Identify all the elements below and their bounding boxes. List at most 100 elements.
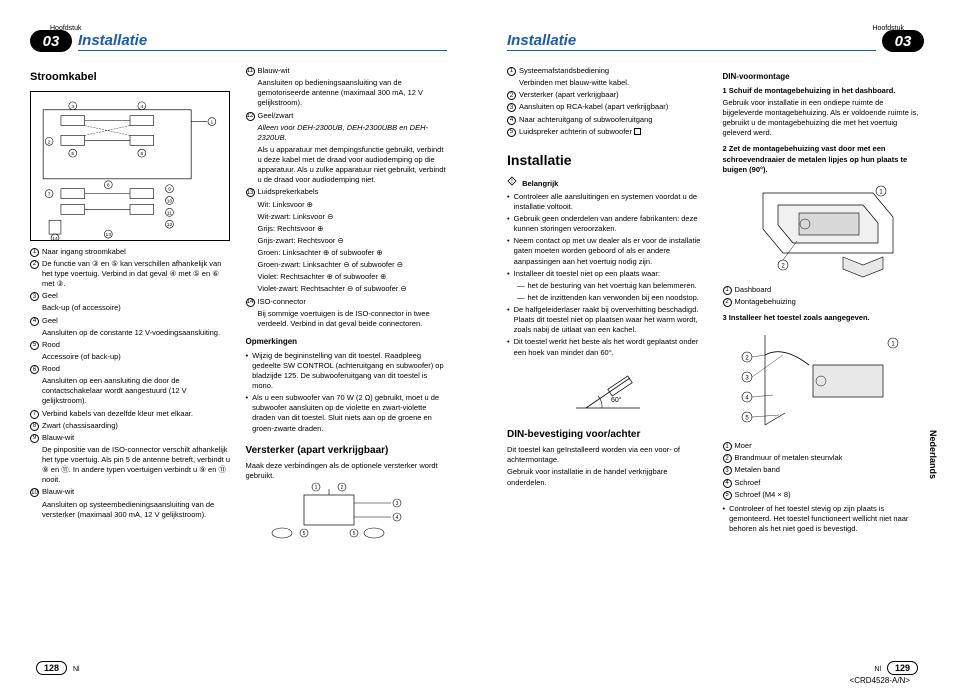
bullet-item: Als u een subwoofer van 70 W (2 Ω) gebru… xyxy=(246,393,448,434)
svg-text:10: 10 xyxy=(167,198,173,204)
svg-text:14: 14 xyxy=(52,236,58,240)
item-text: De functie van ③ en ⑤ kan verschillen af… xyxy=(42,259,232,289)
left-col1: Stroomkabel xyxy=(30,66,232,547)
numbered-item: 4Geel xyxy=(30,316,232,326)
svg-text:4: 4 xyxy=(395,515,398,521)
item-number: 8 xyxy=(30,422,39,431)
item-text: Bij sommige voertuigen is de ISO-connect… xyxy=(246,309,448,329)
numbered-item: 5Luidspreker achterin of subwoofer xyxy=(507,127,709,137)
item-number: 10 xyxy=(30,488,39,497)
svg-text:1: 1 xyxy=(879,189,883,195)
item-text: Zwart (chassisaarding) xyxy=(42,421,232,431)
section-number: 03 xyxy=(30,30,72,52)
item-text: Accessoire (of back-up) xyxy=(30,352,232,362)
numbered-item: 3Aansluiten op RCA-kabel (apart verkrijg… xyxy=(507,102,709,112)
wiring-diagram: 1 2 3 4 5 6 7 8 9 10 11 12 13 14 xyxy=(30,91,230,241)
numbered-item: 1Systeemafstandsbediening xyxy=(507,66,709,76)
item-number: 3 xyxy=(30,292,39,301)
item-text: Rood xyxy=(42,364,232,374)
svg-text:1: 1 xyxy=(891,342,895,348)
footer-left: 128 Nl xyxy=(36,663,80,673)
item-text: Naar ingang stroomkabel xyxy=(42,247,232,257)
numbered-item: 8Zwart (chassisaarding) xyxy=(30,421,232,431)
numbered-item: 3Metalen band xyxy=(723,465,925,475)
numbered-item: 2Versterker (apart verkrijgbaar) xyxy=(507,90,709,100)
step1-body: Gebruik voor installatie in een ondiepe … xyxy=(723,98,925,139)
item-number: 9 xyxy=(30,434,39,443)
step3-head: 3 Installeer het toestel zoals aangegeve… xyxy=(723,313,925,323)
numbered-item: 2Brandmuur of metalen steunvlak xyxy=(723,453,925,463)
din-p2: Gebruik voor installatie in de handel ve… xyxy=(507,467,709,487)
svg-text:11: 11 xyxy=(167,210,172,216)
page-header-right: Installatie 03 xyxy=(507,30,924,52)
item-number: 4 xyxy=(507,116,516,125)
item-number: 12 xyxy=(246,112,255,121)
item-number: 2 xyxy=(507,91,516,100)
numbered-item: 9Blauw-wit xyxy=(30,433,232,443)
item-number: 3 xyxy=(507,103,516,112)
svg-text:5: 5 xyxy=(352,531,355,537)
bullet-text: Gebruik geen onderdelen van andere fabri… xyxy=(514,214,709,234)
item-text: De pinpositie van de ISO-connector versc… xyxy=(30,445,232,486)
item-number: 5 xyxy=(30,341,39,350)
item-text: Naar achteruitgang of subwooferuitgang xyxy=(519,115,709,125)
svg-text:4: 4 xyxy=(140,104,143,110)
bullet-item: Controleer of het toestel stevig op zijn… xyxy=(723,504,925,534)
item-text: Groen-zwart: Linksachter ⊖ of subwoofer … xyxy=(246,260,448,270)
item-text: Als u apparatuur met dempingsfunctie geb… xyxy=(246,145,448,186)
item-text: Grijs: Rechtsvoor ⊕ xyxy=(246,224,448,234)
bullet-item: Installeer dit toestel niet op een plaat… xyxy=(507,269,709,279)
section-title: Installatie xyxy=(507,32,876,51)
page-header-left: 03 Installatie xyxy=(30,30,447,52)
item-text: Geel xyxy=(42,291,232,301)
svg-text:1: 1 xyxy=(211,119,214,125)
svg-text:5: 5 xyxy=(302,531,305,537)
svg-text:1: 1 xyxy=(314,485,317,491)
page-number: 129 xyxy=(887,661,918,675)
item-number: 1 xyxy=(723,442,732,451)
item-text: Groen: Linksachter ⊕ of subwoofer ⊕ xyxy=(246,248,448,258)
svg-text:8: 8 xyxy=(107,183,110,189)
item-text: ISO-connector xyxy=(258,297,448,307)
numbered-item: 10Blauw-wit xyxy=(30,487,232,497)
svg-text:2: 2 xyxy=(48,139,51,145)
item-text: Moer xyxy=(735,441,925,451)
step1-head: 1 Schuif de montagebehuizing in het dash… xyxy=(723,86,925,96)
item-number: 1 xyxy=(30,248,39,257)
item-text: Aansluiten op een aansluiting die door d… xyxy=(30,376,232,406)
item-text: Rood xyxy=(42,340,232,350)
svg-text:5: 5 xyxy=(745,416,749,422)
bullet-text: Controleer alle aansluitingen en systeme… xyxy=(514,192,709,212)
end-mark-icon xyxy=(634,128,641,135)
numbered-item: 2Montagebehuizing xyxy=(723,297,925,307)
svg-text:6: 6 xyxy=(140,151,143,157)
right-col2: DIN-voormontage 1 Schuif de montagebehui… xyxy=(723,66,925,536)
item-text: Systeemafstandsbediening xyxy=(519,66,709,76)
item-text: Schroef xyxy=(735,478,925,488)
svg-text:7: 7 xyxy=(48,191,51,197)
numbered-item: 4Schroef xyxy=(723,478,925,488)
numbered-item: 13Luidsprekerkabels xyxy=(246,187,448,197)
item-text: Aansluiten op de constante 12 V-voedings… xyxy=(30,328,232,338)
page-number: 128 xyxy=(36,661,67,675)
item-number: 2 xyxy=(723,298,732,307)
belangrijk-label: Belangrijk xyxy=(522,179,558,188)
bullet-text: De halfgeleiderlaser raakt bij oververhi… xyxy=(514,305,709,335)
opmerkingen-head: Opmerkingen xyxy=(246,337,448,348)
bullet-item: Dit toestel werkt het beste als het word… xyxy=(507,337,709,357)
svg-text:2: 2 xyxy=(781,263,785,269)
bullet-text: Dit toestel werkt het beste als het word… xyxy=(514,337,709,357)
item-text: Grijs-zwart: Rechtsvoor ⊖ xyxy=(246,236,448,246)
bullet-text: Neem contact op met uw dealer als er voo… xyxy=(514,236,709,266)
item-text: Verbind kabels van dezelfde kleur met el… xyxy=(42,409,232,419)
versterker-text: Maak deze verbindingen als de optionele … xyxy=(246,461,448,481)
item-text: Blauw-wit xyxy=(42,433,232,443)
item-text: Dashboard xyxy=(735,285,925,295)
lang-code: Nl xyxy=(874,666,881,673)
item-number: 4 xyxy=(723,479,732,488)
amp-diagram: 1 2 3 4 5 5 xyxy=(246,481,446,541)
svg-text:2: 2 xyxy=(745,356,749,362)
numbered-item: 3Geel xyxy=(30,291,232,301)
item-text: Aansluiten op systeembedieningsaansluiti… xyxy=(30,500,232,520)
item-text: Geel xyxy=(42,316,232,326)
